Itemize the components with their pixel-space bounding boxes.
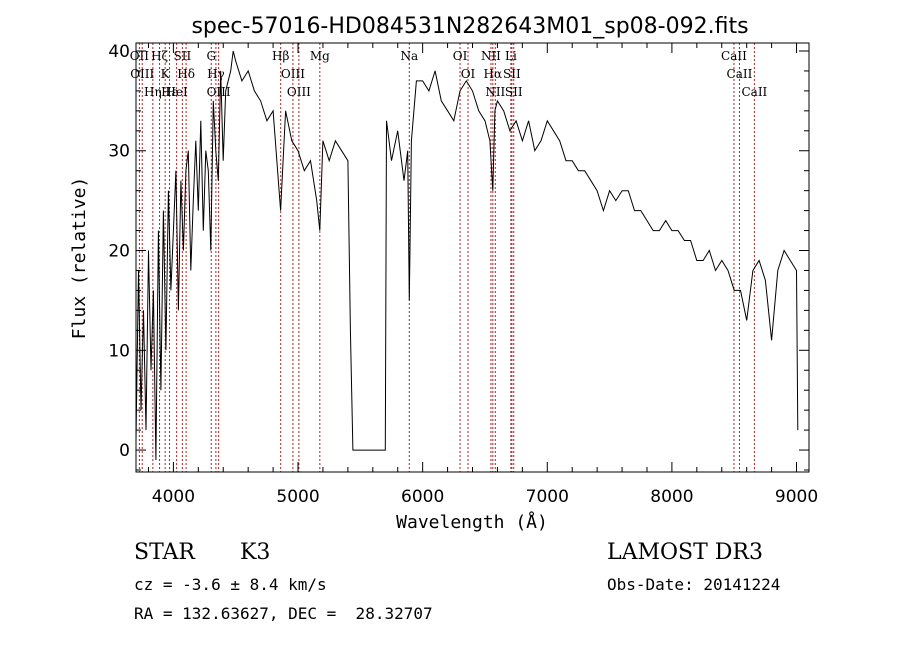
line-marker-label: OI	[461, 67, 476, 81]
line-marker-label: OII	[130, 49, 150, 63]
line-marker-label: CaII	[727, 67, 753, 81]
line-markers	[138, 43, 755, 472]
line-marker-label: G	[206, 49, 216, 63]
y-tick-label: 40	[108, 42, 130, 62]
y-tick-label: 20	[108, 242, 130, 262]
line-marker-label: OIII	[130, 67, 154, 81]
line-marker-label: Hβ	[272, 49, 289, 63]
chart-title: spec-57016-HD084531N282643M01_sp08-092.f…	[191, 14, 748, 39]
line-marker-label: Hε	[161, 85, 178, 99]
line-marker-label: OIII	[287, 85, 311, 99]
object-class: STAR	[134, 540, 195, 565]
survey-name: LAMOST DR3	[607, 540, 763, 565]
y-axis: 0 10 20 30 40	[108, 42, 809, 471]
x-axis: 4000 5000 6000 7000 8000 9000	[147, 43, 818, 507]
x-tick-label: 4000	[152, 487, 195, 507]
line-marker-label: CaII	[721, 49, 747, 63]
redshift-readout: cz = -3.6 ± 8.4 km/s	[134, 575, 327, 594]
line-marker-label: Na	[400, 49, 418, 63]
line-marker-label: Hζ	[151, 49, 168, 63]
line-marker-label: OI	[453, 49, 468, 63]
line-marker-label: CaII	[741, 85, 767, 99]
coordinates-readout: RA = 132.63627, DEC = 28.32707	[134, 604, 433, 623]
line-marker-label: K	[161, 67, 171, 81]
line-marker-label: NII	[481, 49, 501, 63]
line-marker-label: NII	[485, 85, 505, 99]
obs-date: Obs-Date: 20141224	[607, 575, 781, 594]
spectrum-line	[135, 50, 799, 461]
x-tick-label: 9000	[775, 487, 818, 507]
line-marker-label: OIII	[207, 85, 231, 99]
line-marker-label: SII	[174, 49, 192, 63]
line-marker-label: SII	[505, 85, 523, 99]
line-marker-label: Hη	[144, 85, 162, 99]
line-marker-label: Hδ	[177, 67, 195, 81]
x-tick-label: 5000	[276, 487, 319, 507]
line-marker-label: Li	[505, 49, 517, 63]
y-tick-label: 30	[108, 142, 130, 162]
line-marker-label: Hα	[484, 67, 503, 81]
y-axis-label: Flux (relative)	[69, 177, 90, 340]
plot-frame	[135, 42, 810, 473]
line-marker-label: HeI	[165, 85, 188, 99]
x-tick-label: 6000	[401, 487, 444, 507]
line-marker-label: Mg	[310, 49, 330, 63]
object-subclass: K3	[240, 540, 271, 565]
line-marker-label: OIII	[281, 67, 305, 81]
line-marker-label: Hγ	[207, 67, 225, 81]
x-axis-label: Wavelength (Å)	[396, 511, 548, 533]
y-tick-label: 10	[108, 341, 130, 361]
y-tick-label: 0	[119, 441, 130, 461]
x-tick-label: 7000	[526, 487, 569, 507]
x-tick-label: 8000	[650, 487, 693, 507]
line-marker-label: SII	[503, 67, 521, 81]
